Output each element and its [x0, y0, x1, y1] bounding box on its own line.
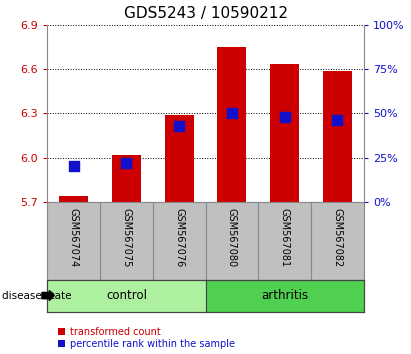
Bar — [217, 47, 246, 202]
Title: GDS5243 / 10590212: GDS5243 / 10590212 — [123, 6, 288, 21]
Bar — [165, 115, 194, 202]
Point — [176, 123, 182, 129]
Text: GSM567080: GSM567080 — [227, 208, 237, 267]
Point — [70, 164, 77, 169]
Bar — [112, 155, 141, 202]
Legend: transformed count, percentile rank within the sample: transformed count, percentile rank withi… — [58, 327, 235, 349]
Bar — [47, 280, 206, 312]
Point — [123, 160, 130, 166]
Bar — [59, 196, 88, 202]
Point — [281, 114, 288, 120]
Text: GSM567074: GSM567074 — [69, 208, 79, 267]
Point — [334, 118, 341, 123]
Text: GSM567081: GSM567081 — [279, 208, 290, 267]
Bar — [323, 71, 352, 202]
Point — [229, 110, 235, 116]
Text: GSM567082: GSM567082 — [332, 208, 342, 267]
Text: disease state: disease state — [2, 291, 72, 301]
Text: control: control — [106, 289, 147, 302]
Text: GSM567075: GSM567075 — [121, 208, 132, 267]
Text: arthritis: arthritis — [261, 289, 308, 302]
Bar — [206, 280, 364, 312]
Text: GSM567076: GSM567076 — [174, 208, 184, 267]
Bar — [270, 64, 299, 202]
